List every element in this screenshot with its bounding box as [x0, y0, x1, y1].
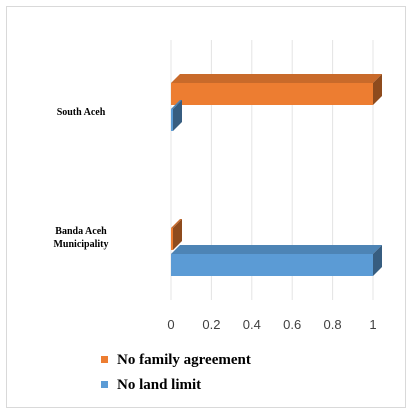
bar-no-land-limit	[171, 245, 382, 276]
x-tick-label: 0.6	[283, 317, 301, 332]
bar-no-land-limit	[171, 100, 182, 131]
legend-entry: No family agreement	[101, 352, 251, 368]
category-label: South Aceh	[57, 107, 106, 118]
x-tick-label: 1	[369, 317, 376, 332]
category-labels: South Aceh Banda Aceh Municipality	[53, 107, 108, 250]
x-tick-label: 0.4	[243, 317, 261, 332]
legend-label: No land limit	[117, 377, 201, 393]
chart-frame	[6, 6, 406, 408]
legend-swatch	[101, 356, 108, 363]
legend-entry: No land limit	[101, 377, 201, 393]
x-tick-labels: 0 0.2 0.4 0.6 0.8 1	[167, 317, 376, 332]
legend-label: No family agreement	[117, 352, 251, 368]
x-tick-label: 0.8	[324, 317, 342, 332]
bars	[171, 74, 382, 276]
legend: No family agreement No land limit	[101, 352, 251, 393]
x-tick-label: 0.2	[202, 317, 220, 332]
legend-swatch	[101, 381, 108, 388]
bar-no-family-agreement	[171, 219, 182, 250]
bar-no-family-agreement	[171, 74, 382, 105]
category-label: Banda Aceh Municipality	[53, 226, 108, 250]
x-tick-label: 0	[167, 317, 174, 332]
